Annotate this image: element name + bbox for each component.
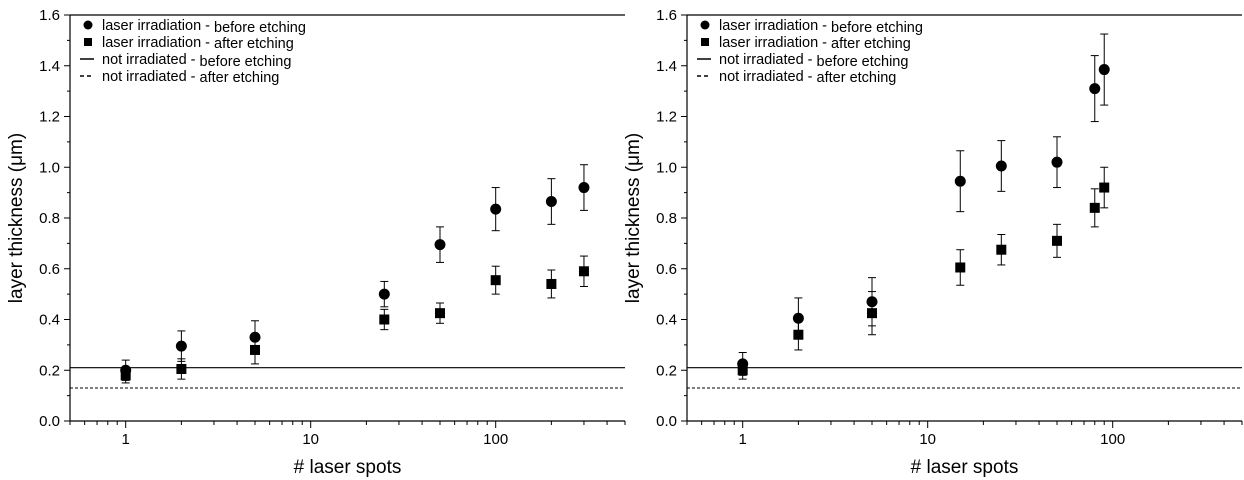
data-point-circle [954,175,966,187]
data-point-square [1089,202,1100,213]
legend: laser irradiation - before etchinglaser … [80,18,306,86]
data-point-square [996,244,1007,255]
data-point-circle [1089,83,1101,95]
data-point-circle [378,288,390,300]
data-point-square [1052,235,1062,246]
legend-label: not irradiated - before etching [102,52,291,70]
y-tick-label: 0.0 [656,413,677,430]
y-tick-label: 0.2 [656,362,677,379]
y-tick-label: 0.8 [39,210,60,227]
data-point-circle [1051,156,1063,168]
data-point-square [955,262,966,273]
legend-marker-circle [83,20,93,30]
y-tick-label: 0.6 [39,261,60,278]
y-tick-label: 1.0 [656,159,677,176]
data-point-circle [545,196,557,208]
legend-label: laser irradiation - after etching [102,35,294,52]
y-axis-title: layer thickness (μm) [6,133,27,303]
x-tick-label: 1 [122,431,130,448]
y-tick-label: 1.6 [656,7,677,24]
data-point-square [120,370,131,381]
y-tick-label: 0.0 [39,413,60,430]
data-point-circle [578,182,590,194]
legend-marker-square [701,38,709,46]
legend-marker-square [84,38,92,46]
x-tick-label: 10 [302,431,319,448]
data-point-circle [175,340,187,352]
data-point-circle [490,203,502,215]
y-tick-label: 1.0 [39,159,60,176]
chart-panel-1: 1 10 100 0.0 0.2 0.4 0.6 0.8 1.0 1.2 1.4 1.6 # laser… [6,7,626,478]
data-point-square [546,278,557,289]
chart-panel-2: 1 10 100 0.0 0.2 0.4 0.6 0.8 1.0 1.2 1.4 1.6 # laser… [623,7,1243,478]
data-point-circle [995,160,1007,172]
y-tick-label: 1.2 [656,109,677,126]
x-axis-title: # laser spots [911,457,1019,478]
data-point-circle [1098,64,1110,76]
y-tick-label: 0.4 [656,312,677,329]
legend-label: laser irradiation - before etching [102,18,306,36]
x-tick-label: 100 [483,431,508,448]
data-point-square [793,329,804,340]
data-point-square [867,308,877,319]
y-tick-label: 0.4 [39,312,60,329]
y-tick-label: 1.4 [39,58,60,75]
data-point-square [578,266,589,277]
legend-label: laser irradiation - before etching [719,18,923,36]
x-tick-label: 1 [739,431,747,448]
x-tick-label: 10 [919,431,936,448]
data-point-square [250,344,260,355]
y-axis-title: layer thickness (μm) [623,133,644,303]
x-tick-label: 100 [1100,431,1125,448]
data-point-square [1099,182,1110,193]
y-tick-label: 1.4 [656,58,677,75]
legend-label: laser irradiation - after etching [719,35,911,52]
data-point-square [379,314,390,325]
data-point-square [176,363,187,374]
legend: laser irradiation - before etchinglaser … [697,18,923,86]
y-tick-label: 1.2 [39,109,60,126]
data-point-square [737,365,748,376]
y-tick-label: 0.6 [656,261,677,278]
data-point-square [490,275,501,286]
y-tick-label: 0.8 [656,210,677,227]
legend-label: not irradiated - before etching [719,52,908,70]
legend-label: not irradiated - after etching [102,69,279,86]
y-tick-label: 0.2 [39,362,60,379]
x-axis-title: # laser spots [294,457,402,478]
legend-marker-circle [700,20,710,30]
y-tick-label: 1.6 [39,7,60,24]
data-point-circle [434,239,446,251]
data-point-square [435,308,445,319]
data-point-circle [792,312,804,324]
legend-label: not irradiated - after etching [719,69,896,86]
